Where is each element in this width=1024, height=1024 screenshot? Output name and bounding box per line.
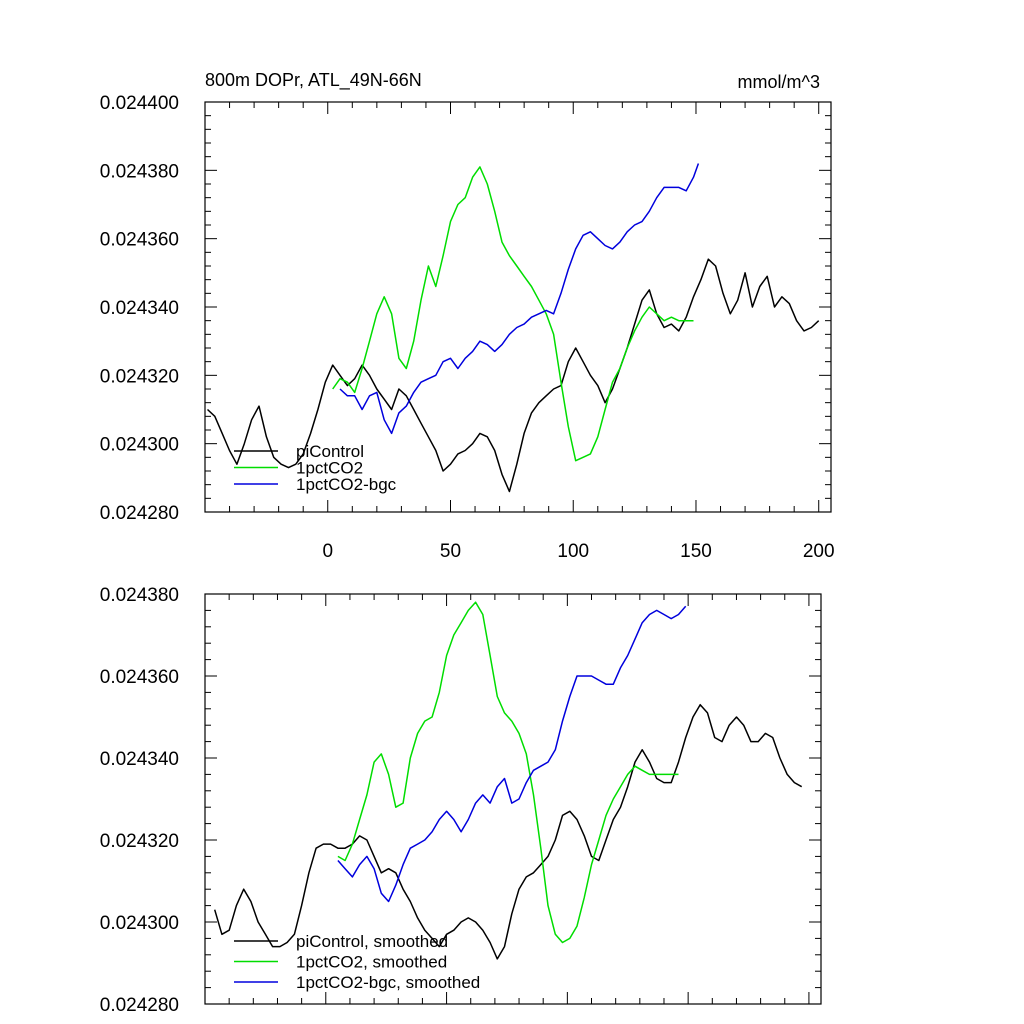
series-line-1pctco2-bgc-smoothed (337, 605, 687, 903)
y-tick-label: 0.024300 (100, 435, 179, 456)
x-tick-label: 200 (803, 541, 835, 562)
y-tick-label: 0.024360 (100, 667, 179, 688)
series-line-picontrol-smoothed (213, 703, 803, 960)
y-tick-label: 0.024320 (100, 366, 179, 387)
legend-label-picontrol: piControl (296, 442, 364, 461)
y-tick-label: 0.024340 (100, 749, 179, 770)
legend-label-1pctco2: 1pctCO2 (296, 459, 363, 478)
y-tick-label: 0.024400 (100, 93, 179, 114)
legend-label-1pctco2-smoothed: 1pctCO2, smoothed (296, 953, 447, 972)
units-label: mmol/m^3 (738, 72, 820, 92)
y-tick-label: 0.024300 (100, 913, 179, 934)
chart-title: 800m DOPr, ATL_49N-66N (205, 70, 422, 91)
y-tick-label: 0.024280 (100, 503, 179, 524)
legend-label-picontrol-smoothed: piControl, smoothed (296, 932, 448, 951)
series-line-picontrol (206, 258, 820, 493)
legend-label-1pctco2-bgc-smoothed: 1pctCO2-bgc, smoothed (296, 973, 480, 992)
y-tick-label: 0.024320 (100, 831, 179, 852)
legend-label-1pctco2-bgc: 1pctCO2-bgc (296, 475, 397, 494)
y-tick-label: 0.024360 (100, 230, 179, 251)
series-line-1pctco2 (332, 166, 694, 462)
bottom-panel: 0.024280 0.024300 0.024320 0.024340 0.024360… (100, 585, 822, 1016)
plot-frame (204, 593, 822, 1005)
y-tick-label: 0.024380 (100, 585, 179, 606)
x-tick-label: 50 (440, 541, 461, 562)
top-panel: 0.024280 0.024300 0.024320 0.024340 0.024360… (100, 93, 835, 562)
x-tick-label: 150 (680, 541, 712, 562)
series-line-1pctco2-bgc (339, 163, 700, 435)
y-tick-label: 0.024380 (100, 161, 179, 182)
series-line-1pctco2-smoothed (337, 601, 679, 944)
x-tick-label: 0 (322, 541, 333, 562)
y-tick-label: 0.024280 (100, 995, 179, 1016)
y-tick-label: 0.024340 (100, 298, 179, 319)
x-tick-label: 100 (557, 541, 589, 562)
